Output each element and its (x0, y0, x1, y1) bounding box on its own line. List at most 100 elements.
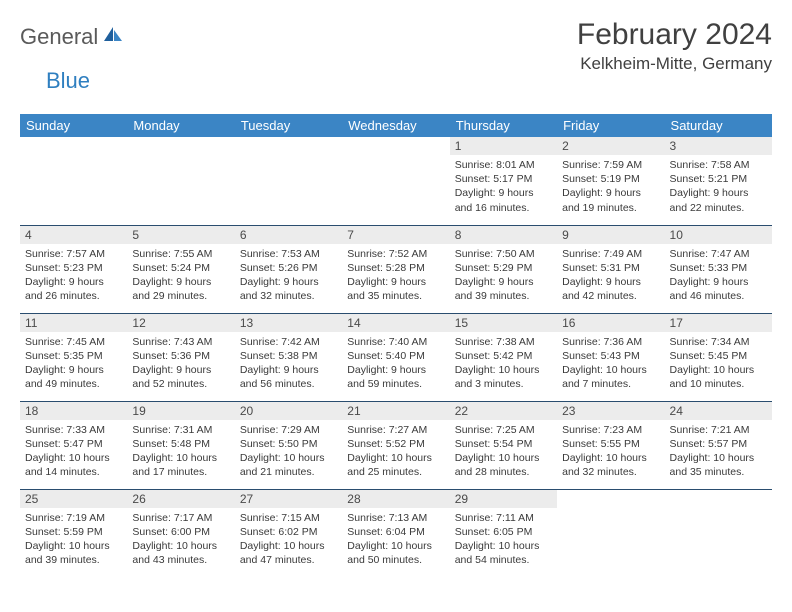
day-number: 29 (450, 490, 557, 508)
day-number: 22 (450, 402, 557, 420)
day-data: Sunrise: 7:40 AMSunset: 5:40 PMDaylight:… (342, 332, 449, 396)
day-cell: 28Sunrise: 7:13 AMSunset: 6:04 PMDayligh… (342, 489, 449, 577)
day-cell (557, 489, 664, 577)
week-row: 11Sunrise: 7:45 AMSunset: 5:35 PMDayligh… (20, 313, 772, 401)
day-data: Sunrise: 7:19 AMSunset: 5:59 PMDaylight:… (20, 508, 127, 572)
day-data: Sunrise: 7:27 AMSunset: 5:52 PMDaylight:… (342, 420, 449, 484)
day-number: 13 (235, 314, 342, 332)
day-data: Sunrise: 7:21 AMSunset: 5:57 PMDaylight:… (665, 420, 772, 484)
day-cell: 11Sunrise: 7:45 AMSunset: 5:35 PMDayligh… (20, 313, 127, 401)
day-cell: 17Sunrise: 7:34 AMSunset: 5:45 PMDayligh… (665, 313, 772, 401)
day-data: Sunrise: 7:43 AMSunset: 5:36 PMDaylight:… (127, 332, 234, 396)
day-data: Sunrise: 7:50 AMSunset: 5:29 PMDaylight:… (450, 244, 557, 308)
day-number: 16 (557, 314, 664, 332)
day-number: 15 (450, 314, 557, 332)
day-number: 20 (235, 402, 342, 420)
day-number: 26 (127, 490, 234, 508)
day-cell (235, 137, 342, 225)
day-cell: 1Sunrise: 8:01 AMSunset: 5:17 PMDaylight… (450, 137, 557, 225)
day-number: 11 (20, 314, 127, 332)
day-data: Sunrise: 7:47 AMSunset: 5:33 PMDaylight:… (665, 244, 772, 308)
day-cell: 3Sunrise: 7:58 AMSunset: 5:21 PMDaylight… (665, 137, 772, 225)
day-cell: 25Sunrise: 7:19 AMSunset: 5:59 PMDayligh… (20, 489, 127, 577)
day-cell: 13Sunrise: 7:42 AMSunset: 5:38 PMDayligh… (235, 313, 342, 401)
day-cell: 24Sunrise: 7:21 AMSunset: 5:57 PMDayligh… (665, 401, 772, 489)
weekday-header: Thursday (450, 114, 557, 137)
day-data: Sunrise: 7:53 AMSunset: 5:26 PMDaylight:… (235, 244, 342, 308)
header: General February 2024 Kelkheim-Mitte, Ge… (20, 18, 772, 74)
day-cell: 16Sunrise: 7:36 AMSunset: 5:43 PMDayligh… (557, 313, 664, 401)
day-number: 2 (557, 137, 664, 155)
day-data: Sunrise: 7:36 AMSunset: 5:43 PMDaylight:… (557, 332, 664, 396)
day-number: 5 (127, 226, 234, 244)
day-number: 25 (20, 490, 127, 508)
day-cell: 8Sunrise: 7:50 AMSunset: 5:29 PMDaylight… (450, 225, 557, 313)
day-data: Sunrise: 7:58 AMSunset: 5:21 PMDaylight:… (665, 155, 772, 219)
weekday-header: Sunday (20, 114, 127, 137)
day-cell: 22Sunrise: 7:25 AMSunset: 5:54 PMDayligh… (450, 401, 557, 489)
day-data: Sunrise: 7:55 AMSunset: 5:24 PMDaylight:… (127, 244, 234, 308)
day-number: 8 (450, 226, 557, 244)
weekday-header: Friday (557, 114, 664, 137)
day-data: Sunrise: 7:57 AMSunset: 5:23 PMDaylight:… (20, 244, 127, 308)
logo-text-blue: Blue (46, 68, 792, 94)
day-number: 21 (342, 402, 449, 420)
day-number: 6 (235, 226, 342, 244)
day-number: 4 (20, 226, 127, 244)
day-cell: 5Sunrise: 7:55 AMSunset: 5:24 PMDaylight… (127, 225, 234, 313)
day-number: 7 (342, 226, 449, 244)
day-data: Sunrise: 7:13 AMSunset: 6:04 PMDaylight:… (342, 508, 449, 572)
day-cell: 7Sunrise: 7:52 AMSunset: 5:28 PMDaylight… (342, 225, 449, 313)
weekday-header: Tuesday (235, 114, 342, 137)
week-row: 25Sunrise: 7:19 AMSunset: 5:59 PMDayligh… (20, 489, 772, 577)
weekday-header: Monday (127, 114, 234, 137)
day-cell: 10Sunrise: 7:47 AMSunset: 5:33 PMDayligh… (665, 225, 772, 313)
day-cell: 21Sunrise: 7:27 AMSunset: 5:52 PMDayligh… (342, 401, 449, 489)
day-cell: 26Sunrise: 7:17 AMSunset: 6:00 PMDayligh… (127, 489, 234, 577)
day-data: Sunrise: 7:17 AMSunset: 6:00 PMDaylight:… (127, 508, 234, 572)
day-number: 27 (235, 490, 342, 508)
weekday-header-row: Sunday Monday Tuesday Wednesday Thursday… (20, 114, 772, 137)
day-number: 24 (665, 402, 772, 420)
day-cell (20, 137, 127, 225)
day-data: Sunrise: 7:52 AMSunset: 5:28 PMDaylight:… (342, 244, 449, 308)
day-data: Sunrise: 7:29 AMSunset: 5:50 PMDaylight:… (235, 420, 342, 484)
day-number: 1 (450, 137, 557, 155)
day-cell: 18Sunrise: 7:33 AMSunset: 5:47 PMDayligh… (20, 401, 127, 489)
calendar-table: Sunday Monday Tuesday Wednesday Thursday… (20, 114, 772, 577)
day-data: Sunrise: 7:15 AMSunset: 6:02 PMDaylight:… (235, 508, 342, 572)
day-number: 9 (557, 226, 664, 244)
day-cell: 12Sunrise: 7:43 AMSunset: 5:36 PMDayligh… (127, 313, 234, 401)
day-cell (127, 137, 234, 225)
day-data: Sunrise: 7:31 AMSunset: 5:48 PMDaylight:… (127, 420, 234, 484)
day-data: Sunrise: 7:25 AMSunset: 5:54 PMDaylight:… (450, 420, 557, 484)
day-data: Sunrise: 7:11 AMSunset: 6:05 PMDaylight:… (450, 508, 557, 572)
month-title: February 2024 (577, 18, 772, 52)
day-cell: 4Sunrise: 7:57 AMSunset: 5:23 PMDaylight… (20, 225, 127, 313)
day-data: Sunrise: 7:49 AMSunset: 5:31 PMDaylight:… (557, 244, 664, 308)
logo-sail-icon (102, 25, 124, 50)
day-cell (665, 489, 772, 577)
day-cell: 29Sunrise: 7:11 AMSunset: 6:05 PMDayligh… (450, 489, 557, 577)
day-cell: 2Sunrise: 7:59 AMSunset: 5:19 PMDaylight… (557, 137, 664, 225)
day-number: 14 (342, 314, 449, 332)
day-number: 12 (127, 314, 234, 332)
day-data: Sunrise: 7:23 AMSunset: 5:55 PMDaylight:… (557, 420, 664, 484)
day-data: Sunrise: 7:33 AMSunset: 5:47 PMDaylight:… (20, 420, 127, 484)
day-number: 17 (665, 314, 772, 332)
logo: General (20, 18, 126, 50)
day-data: Sunrise: 7:59 AMSunset: 5:19 PMDaylight:… (557, 155, 664, 219)
day-number: 10 (665, 226, 772, 244)
day-data: Sunrise: 7:42 AMSunset: 5:38 PMDaylight:… (235, 332, 342, 396)
day-number: 23 (557, 402, 664, 420)
day-cell: 23Sunrise: 7:23 AMSunset: 5:55 PMDayligh… (557, 401, 664, 489)
day-cell: 27Sunrise: 7:15 AMSunset: 6:02 PMDayligh… (235, 489, 342, 577)
week-row: 18Sunrise: 7:33 AMSunset: 5:47 PMDayligh… (20, 401, 772, 489)
day-cell: 15Sunrise: 7:38 AMSunset: 5:42 PMDayligh… (450, 313, 557, 401)
day-number: 28 (342, 490, 449, 508)
logo-text-general: General (20, 24, 98, 50)
weekday-header: Saturday (665, 114, 772, 137)
day-cell: 20Sunrise: 7:29 AMSunset: 5:50 PMDayligh… (235, 401, 342, 489)
day-data: Sunrise: 7:34 AMSunset: 5:45 PMDaylight:… (665, 332, 772, 396)
week-row: 4Sunrise: 7:57 AMSunset: 5:23 PMDaylight… (20, 225, 772, 313)
